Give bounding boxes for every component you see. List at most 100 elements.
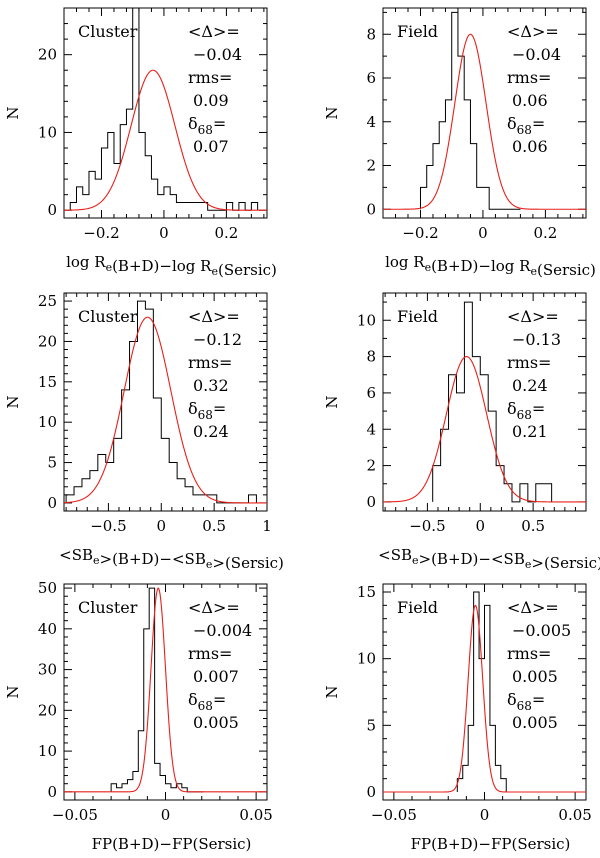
histogram-panel-5: −0.05 0 0.05 0 10 20 30 40 50 Cluster <Δ>= −0.004 rm… bbox=[4, 579, 273, 853]
stat-line: rms= bbox=[188, 644, 232, 663]
y-tick-label: 0 bbox=[47, 201, 57, 219]
stat-line: rms= bbox=[507, 68, 551, 87]
stat-line: −0.04 bbox=[512, 45, 561, 64]
y-tick-label: 0 bbox=[366, 783, 376, 801]
panel-tag: Cluster bbox=[78, 598, 138, 617]
x-tick-label: −0.05 bbox=[52, 806, 98, 824]
x-axis-label: FP(B+D)−FP(Sersic) bbox=[92, 835, 252, 853]
stat-line: <Δ>= bbox=[188, 22, 240, 41]
histogram-steps bbox=[110, 587, 204, 793]
stat-line: <Δ>= bbox=[507, 307, 559, 326]
x-tick-label: 0 bbox=[480, 806, 490, 824]
y-axis-label: N bbox=[323, 395, 341, 408]
stat-line: −0.004 bbox=[193, 621, 252, 640]
gaussian-fit-curve bbox=[383, 33, 586, 210]
y-axis-label: N bbox=[323, 685, 341, 698]
y-tick-label: 8 bbox=[366, 348, 376, 366]
x-tick-label: 0 bbox=[478, 224, 488, 242]
y-tick-label: 8 bbox=[366, 25, 376, 43]
y-tick-label: 6 bbox=[366, 69, 376, 87]
panel-tag: Field bbox=[397, 307, 438, 326]
y-tick-label: 10 bbox=[357, 311, 376, 329]
stat-line: δ68= bbox=[507, 690, 545, 713]
y-tick-label: 20 bbox=[38, 46, 57, 64]
y-tick-label: 10 bbox=[38, 413, 57, 431]
y-tick-label: 4 bbox=[366, 420, 376, 438]
y-tick-label: 15 bbox=[38, 373, 57, 391]
plot-frame bbox=[382, 7, 587, 219]
histogram-panel-1: −0.2 0 0.2 0 10 20 Cluster <Δ>= −0.04 rms= 0.09 δ68… bbox=[4, 7, 277, 279]
x-tick-label: −0.2 bbox=[83, 224, 119, 242]
y-tick-label: 0 bbox=[47, 783, 57, 801]
x-tick-label: −0.05 bbox=[371, 806, 417, 824]
y-tick-label: 20 bbox=[38, 701, 57, 719]
plot-frame bbox=[63, 292, 268, 512]
stat-line: 0.005 bbox=[193, 713, 239, 732]
y-tick-label: 10 bbox=[38, 742, 57, 760]
y-tick-label: 30 bbox=[38, 661, 57, 679]
x-axis-label: log Re(B+D)−log Re(Sersic) bbox=[66, 253, 277, 279]
stat-line: δ68= bbox=[507, 114, 545, 137]
plot-frame bbox=[382, 292, 587, 512]
stat-line: δ68= bbox=[188, 690, 226, 713]
stat-line: 0.06 bbox=[512, 137, 548, 156]
stat-line: 0.21 bbox=[512, 422, 548, 441]
y-tick-label: 0 bbox=[366, 493, 376, 511]
y-tick-label: 2 bbox=[366, 457, 376, 475]
y-tick-label: 15 bbox=[357, 583, 376, 601]
histogram-steps bbox=[432, 301, 553, 503]
x-tick-label: 0.05 bbox=[239, 806, 272, 824]
stat-line: rms= bbox=[188, 353, 232, 372]
stat-line: 0.24 bbox=[193, 422, 229, 441]
x-tick-label: 1 bbox=[262, 517, 272, 535]
stat-line: 0.07 bbox=[193, 137, 229, 156]
y-tick-label: 40 bbox=[38, 620, 57, 638]
y-tick-label: 5 bbox=[366, 716, 376, 734]
gaussian-fit-curve bbox=[63, 69, 267, 211]
y-tick-label: 20 bbox=[38, 332, 57, 350]
x-axis-label: <SBe>(B+D)−<SBe>(Sersic) bbox=[59, 546, 284, 572]
y-tick-label: 0 bbox=[47, 494, 57, 512]
y-tick-label: 50 bbox=[38, 579, 57, 597]
histogram-panel-4: −0.5 0 0.5 0 2 4 6 8 10 Field <Δ>= −0.13 rms= 0.24 δ68… bbox=[323, 292, 600, 572]
y-axis-label: N bbox=[4, 685, 22, 698]
gaussian-fit-curve bbox=[383, 604, 586, 793]
x-tick-label: 0.2 bbox=[214, 224, 238, 242]
y-axis-label: N bbox=[323, 106, 341, 119]
stat-line: 0.06 bbox=[512, 91, 548, 110]
stat-line: rms= bbox=[188, 68, 232, 87]
stat-line: <Δ>= bbox=[188, 598, 240, 617]
y-tick-label: 10 bbox=[357, 650, 376, 668]
x-tick-label: 0.5 bbox=[202, 517, 226, 535]
histogram-steps bbox=[456, 591, 507, 792]
panel-tag: Field bbox=[397, 598, 438, 617]
x-tick-label: 0.5 bbox=[521, 517, 545, 535]
y-tick-label: 5 bbox=[47, 454, 57, 472]
stat-line: 0.005 bbox=[512, 713, 558, 732]
histogram-steps bbox=[419, 11, 521, 210]
x-tick-label: −0.5 bbox=[409, 517, 445, 535]
gaussian-fit-curve bbox=[383, 356, 586, 503]
plot-frame bbox=[63, 7, 268, 219]
gaussian-fit-curve bbox=[63, 316, 267, 504]
stat-line: −0.005 bbox=[512, 621, 571, 640]
y-tick-label: 10 bbox=[38, 123, 57, 141]
x-tick-label: −0.2 bbox=[402, 224, 438, 242]
panel-tag: Field bbox=[397, 22, 438, 41]
x-axis-label: <SBe>(B+D)−<SBe>(Sersic) bbox=[378, 546, 600, 572]
gaussian-fit-curve bbox=[64, 587, 267, 793]
stat-line: 0.005 bbox=[512, 667, 558, 686]
stat-line: δ68= bbox=[188, 399, 226, 422]
stat-line: 0.09 bbox=[193, 91, 229, 110]
stat-line: 0.007 bbox=[193, 667, 239, 686]
stat-line: δ68= bbox=[188, 114, 226, 137]
stat-line: δ68= bbox=[507, 399, 545, 422]
x-tick-label: 0 bbox=[475, 517, 485, 535]
stat-line: <Δ>= bbox=[507, 598, 559, 617]
stat-line: rms= bbox=[507, 353, 551, 372]
y-axis-label: N bbox=[4, 106, 22, 119]
stat-line: 0.32 bbox=[193, 376, 229, 395]
y-tick-label: 0 bbox=[366, 200, 376, 218]
